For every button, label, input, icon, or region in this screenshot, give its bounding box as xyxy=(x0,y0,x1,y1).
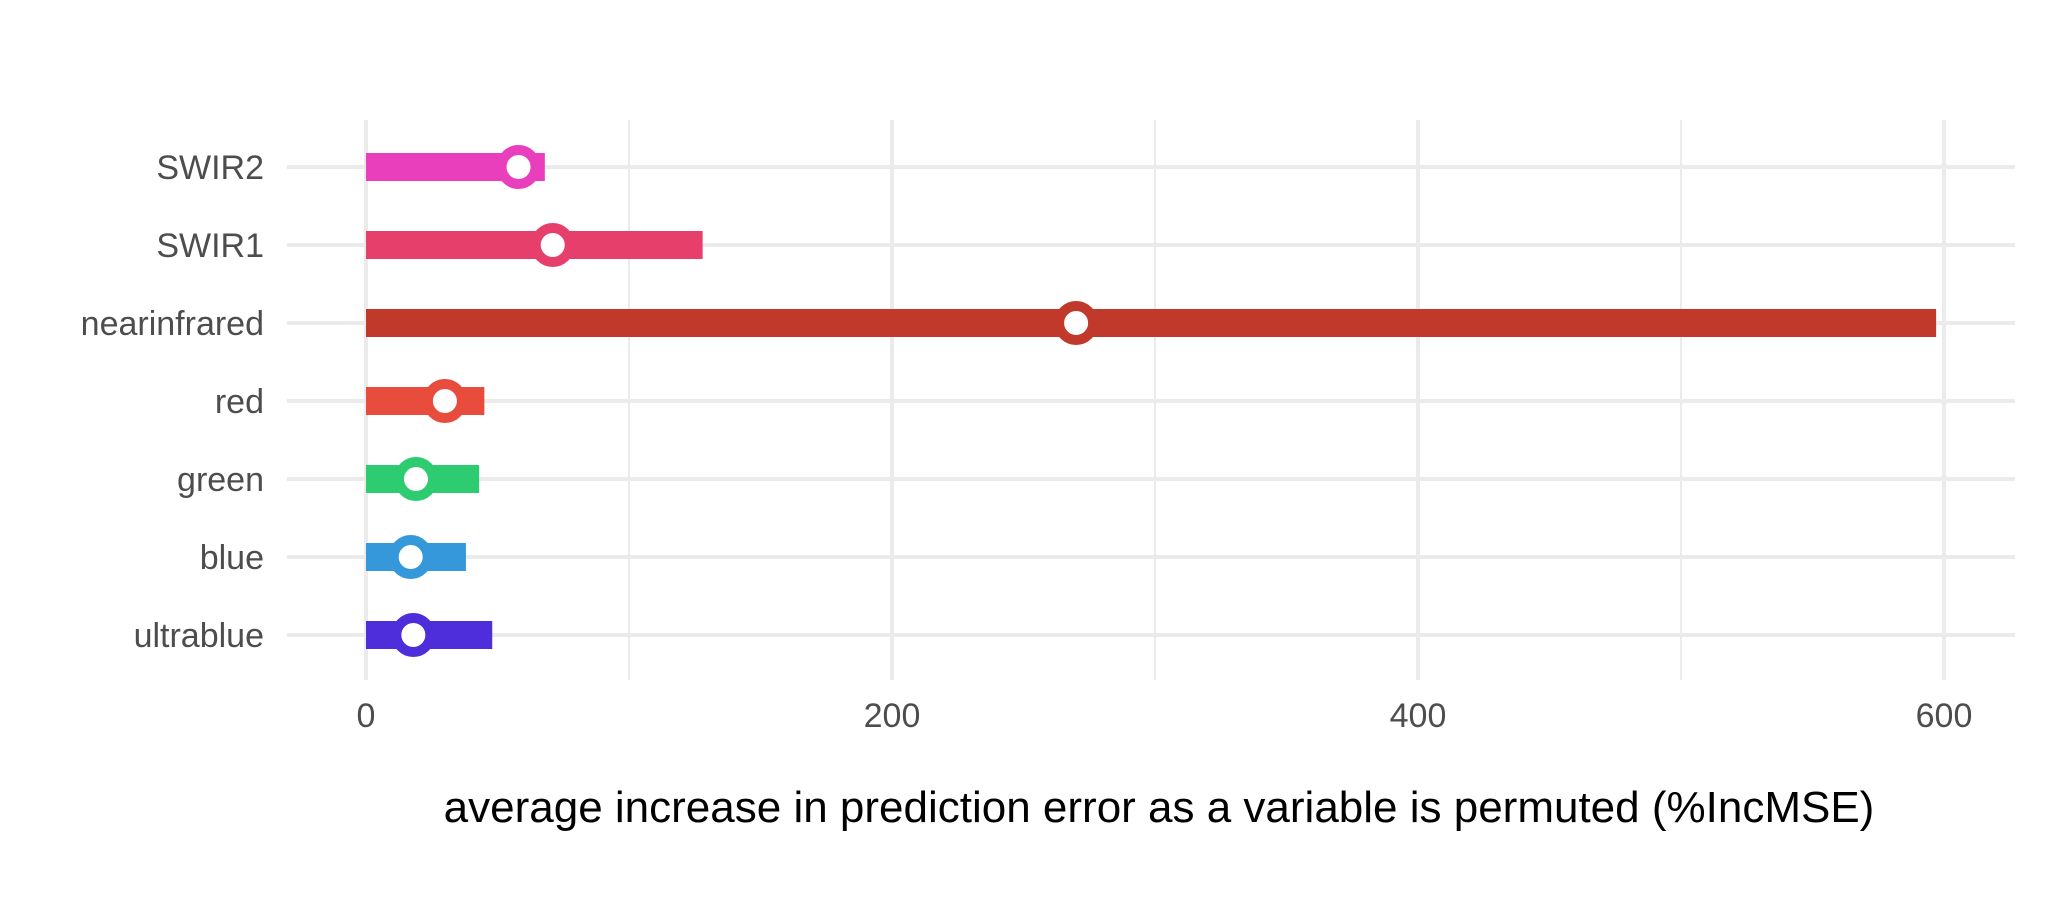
y-axis-labels: SWIR2 SWIR1 nearinfrared red green blue ultrab… xyxy=(81,149,264,655)
point-nearinfrared xyxy=(1054,301,1099,345)
points xyxy=(388,145,1099,657)
point-SWIR2 xyxy=(496,145,541,189)
x-axis-title: average increase in prediction error as … xyxy=(444,783,1875,832)
y-tick-label: SWIR2 xyxy=(156,149,264,187)
point-red xyxy=(422,379,467,423)
point-SWIR1 xyxy=(530,223,575,267)
x-tick-label: 400 xyxy=(1390,697,1447,735)
y-tick-label: red xyxy=(215,383,264,421)
x-tick-label: 200 xyxy=(864,697,921,735)
x-tick-label: 600 xyxy=(1916,697,1973,735)
range-bar-nearinfrared xyxy=(366,309,1937,337)
y-tick-label: blue xyxy=(200,539,264,577)
x-tick-label: 0 xyxy=(357,697,376,735)
point-ultrablue xyxy=(391,613,436,657)
x-axis-labels: 0 200 400 600 xyxy=(357,697,1973,735)
y-tick-label: ultrablue xyxy=(134,617,264,655)
point-green xyxy=(393,457,438,501)
y-tick-label: SWIR1 xyxy=(156,227,264,265)
grid xyxy=(287,120,2015,680)
y-tick-label: green xyxy=(177,461,264,499)
y-tick-label: nearinfrared xyxy=(81,305,264,343)
point-blue xyxy=(388,535,433,579)
